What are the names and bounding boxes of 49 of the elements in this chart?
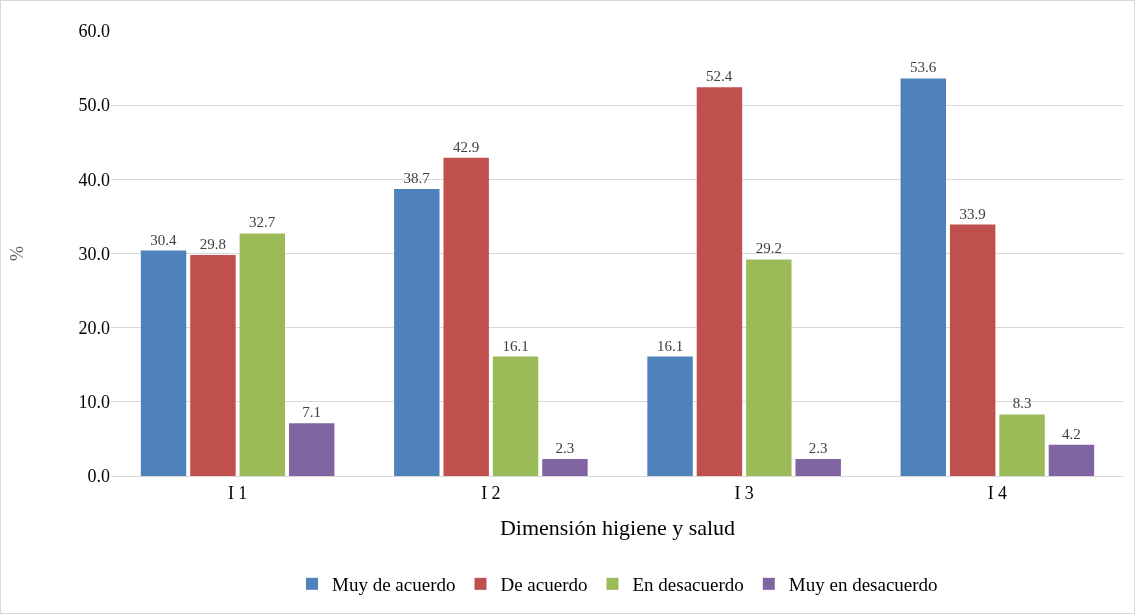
- data-label: 30.4: [150, 231, 177, 248]
- data-label: 8.3: [1012, 395, 1032, 412]
- x-tick-label: I 2: [481, 482, 501, 503]
- y-tick-label: 0.0: [87, 466, 110, 487]
- data-label: 42.9: [453, 138, 480, 155]
- y-axis-title: %: [6, 246, 27, 261]
- bar: [542, 458, 588, 476]
- bar: [900, 78, 947, 476]
- bar: [746, 259, 792, 476]
- data-label: 52.4: [706, 68, 733, 85]
- bar: [1048, 444, 1095, 476]
- bar: [492, 356, 539, 476]
- x-tick-label: I 3: [734, 482, 754, 503]
- y-tick-label: 50.0: [78, 95, 110, 116]
- bar: [443, 157, 489, 476]
- x-axis-title: Dimensión higiene y salud: [499, 515, 736, 541]
- data-label: 38.7: [403, 169, 431, 186]
- data-label: 32.7: [248, 214, 276, 231]
- y-tick-label: 60.0: [78, 21, 110, 42]
- y-tick-label: 10.0: [78, 392, 110, 413]
- x-tick-label: I 4: [987, 482, 1008, 503]
- data-label: 53.6: [909, 59, 937, 76]
- data-label: 4.2: [1062, 425, 1081, 442]
- data-label: 2.3: [555, 439, 575, 456]
- data-label: 29.8: [199, 235, 227, 252]
- legend-label: Muy de acuerdo: [332, 574, 456, 596]
- bar: [140, 250, 187, 476]
- bar: [288, 423, 335, 476]
- data-label: 16.1: [502, 337, 529, 354]
- bar: [999, 414, 1045, 476]
- bar: [647, 356, 693, 476]
- data-label: 7.1: [302, 404, 322, 421]
- bar: [394, 188, 440, 476]
- y-tick-label: 30.0: [78, 243, 110, 264]
- y-tick-label: 40.0: [78, 169, 110, 190]
- data-label: 29.2: [755, 240, 782, 257]
- data-label: 16.1: [656, 337, 684, 354]
- legend-label: Muy en desacuerdo: [788, 574, 938, 596]
- legend-label: De acuerdo: [500, 574, 588, 596]
- bar: [239, 233, 286, 476]
- bar: [696, 87, 743, 476]
- bar: [795, 458, 841, 476]
- y-tick-label: 20.0: [78, 317, 110, 338]
- bar: [949, 224, 996, 476]
- data-label: 2.3: [808, 439, 828, 456]
- data-label: 33.9: [959, 205, 986, 222]
- bar: [190, 254, 236, 476]
- x-tick-label: I 1: [227, 482, 248, 503]
- legend-label: En desacuerdo: [632, 574, 744, 596]
